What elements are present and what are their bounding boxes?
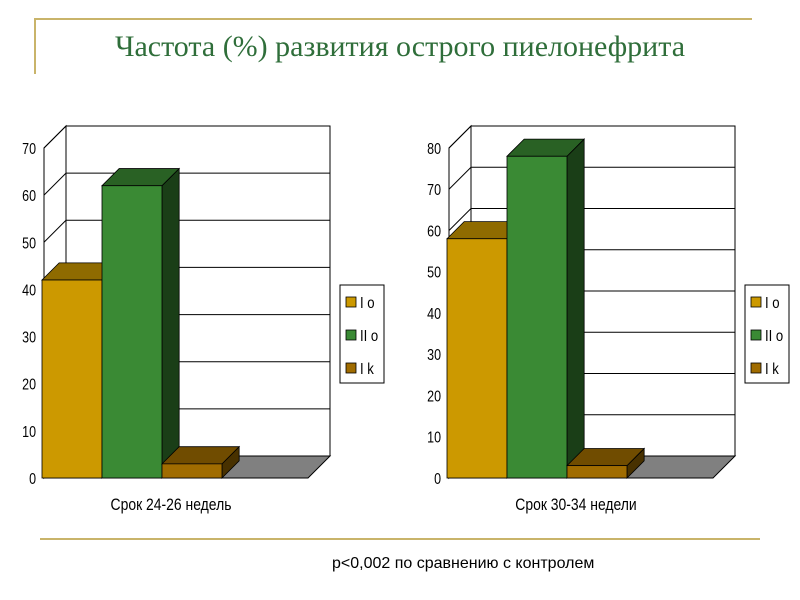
y-tick-label: 50 [22,235,36,253]
gridline-side [43,125,67,149]
gridline-side [43,172,67,196]
y-tick-label: 30 [22,329,36,347]
significance-note: p<0,002 по сравнению с контролем [332,555,595,572]
y-tick-label: 10 [427,429,441,447]
category-label: Срок 24-26 недель [111,496,232,515]
y-tick-label: 0 [29,471,36,489]
legend-label-ii-o: II o [360,328,378,345]
bar-side-ii-o [161,167,180,479]
y-tick-label: 70 [22,141,36,159]
footer-rule [40,538,760,540]
y-tick-label: 10 [22,423,36,441]
legend-swatch-i-o [345,296,357,308]
bar-i-o [41,279,103,479]
bar-i-k [566,465,628,479]
y-tick-label: 0 [434,471,441,489]
y-tick-label: 20 [22,376,36,394]
slide-title: Частота (%) развития острого пиелонефрит… [114,30,686,63]
y-tick-label: 60 [22,188,36,206]
y-tick-label: 80 [427,141,441,159]
category-label: Срок 30-34 недели [515,496,636,515]
bar-ii-o [101,185,163,479]
bar-i-o [446,238,508,479]
legend-label-i-o: I o [765,295,780,312]
legend-label-i-o: I o [360,295,375,312]
legend-swatch-i-k [750,362,762,374]
gridline-side [448,125,472,149]
gridline-side [448,208,472,231]
bar-side-ii-o [566,138,585,479]
legend-swatch-i-k [345,362,357,374]
legend-label-ii-o: II o [765,328,783,345]
bar-ii-o [506,155,568,479]
legend-swatch-ii-o [345,329,357,341]
y-tick-label: 20 [427,388,441,406]
frame-left-line [34,18,36,74]
gridline-side [448,166,472,190]
chart-30-34-weeks: 0 10 20 30 40 50 60 70 80 Срок 30-34 недели I o II … [427,124,790,515]
legend-label-i-k: I k [765,361,779,378]
frame-top-line [34,18,752,20]
legend-swatch-ii-o [750,329,762,341]
legend-swatch-i-o [750,296,762,308]
legend-label-i-k: I k [360,361,374,378]
chart-24-26-weeks: 0 10 20 30 40 50 60 70 Срок 24-26 недель I o II o I… [22,124,385,515]
y-tick-label: 30 [427,347,441,365]
bar-i-k [161,463,223,479]
gridline-side [43,219,67,243]
y-tick-label: 50 [427,264,441,282]
y-tick-label: 40 [22,282,36,300]
y-tick-label: 60 [427,223,441,241]
y-tick-label: 40 [427,306,441,324]
y-tick-label: 70 [427,182,441,200]
